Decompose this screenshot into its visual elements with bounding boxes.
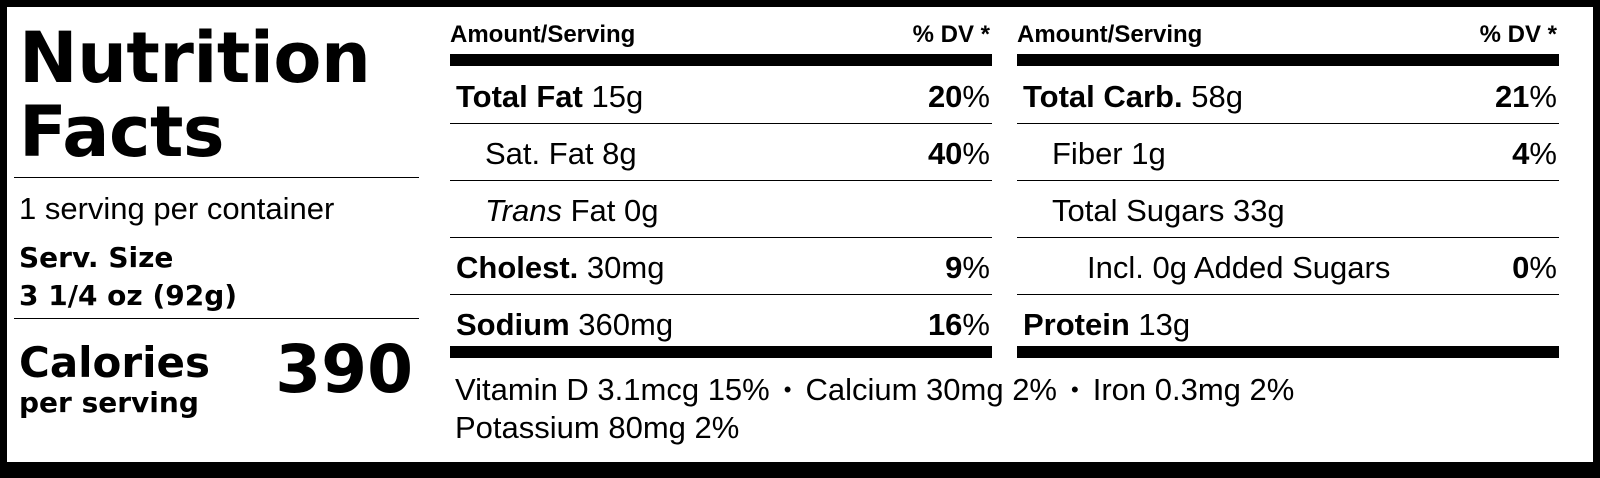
daily-value-header: % DV *	[912, 21, 990, 48]
amount-serving-header: Amount/Serving	[1017, 21, 1203, 48]
nutrient-name: Total Sugars	[1052, 193, 1225, 228]
nutrition-facts-title: Nutrition Facts	[19, 17, 371, 173]
nutrient-name: Sat. Fat	[485, 136, 594, 171]
nutrient-amount: 58g	[1191, 79, 1243, 114]
divider	[14, 177, 419, 178]
calcium: Calcium 30mg 2%	[805, 372, 1057, 407]
nutrient-row-protein: Protein 13g	[1017, 295, 1559, 352]
title-line-1: Nutrition	[19, 17, 371, 99]
nutrient-row-total-fat: Total Fat 15g 20%	[450, 67, 992, 124]
nutrient-row-trans-fat: Trans Fat 0g	[450, 181, 992, 238]
nutrient-amount: 30mg	[586, 250, 665, 285]
nutrient-row-cholesterol: Cholest. 30mg 9%	[450, 238, 992, 295]
nutrient-row-added-sugars: Incl. 0g Added Sugars 0%	[1017, 238, 1559, 295]
percent-sign: %	[1529, 79, 1557, 114]
thick-rule	[1017, 54, 1559, 66]
daily-value-number: 16	[927, 307, 963, 342]
calories-label: Calories	[19, 338, 211, 387]
nutrient-name: Fat	[570, 193, 616, 228]
nutrient-amount: 0g	[624, 193, 659, 228]
calories-per-serving-label: per serving	[19, 386, 199, 419]
bullet-separator: •	[1071, 377, 1079, 402]
nutrient-name: Fiber	[1052, 136, 1123, 171]
serving-size-label: Serv. Size	[19, 241, 174, 274]
percent-sign: %	[962, 250, 990, 285]
daily-value-number: 21	[1494, 79, 1530, 114]
vitamins-line-1: Vitamin D 3.1mcg 15% • Calcium 30mg 2% • Iro…	[455, 371, 1294, 409]
thick-rule	[1017, 346, 1559, 358]
nutrient-amount: 8g	[602, 136, 637, 171]
nutrient-row-fiber: Fiber 1g 4%	[1017, 124, 1559, 181]
title-line-2: Facts	[19, 91, 225, 173]
nutrient-amount: 15g	[591, 79, 644, 114]
servings-per-container: 1 serving per container	[19, 191, 335, 226]
vitamin-d: Vitamin D 3.1mcg 15%	[455, 372, 770, 407]
daily-value-number: 0	[1512, 250, 1530, 285]
serving-size: Serv. Size 3 1/4 oz (92g)	[19, 239, 237, 315]
daily-value-number: 9	[945, 250, 963, 285]
calories-value: 390	[275, 331, 413, 408]
percent-sign: %	[1529, 250, 1557, 285]
nutrient-name: Cholest.	[456, 250, 579, 285]
nutrient-name-italic: Trans	[485, 193, 562, 228]
percent-sign: %	[1529, 136, 1557, 171]
thick-rule	[450, 346, 992, 358]
nutrient-name: Total Fat	[456, 79, 583, 114]
vitamins-minerals: Vitamin D 3.1mcg 15% • Calcium 30mg 2% • Iro…	[455, 371, 1294, 447]
percent-sign: %	[962, 307, 990, 342]
nutrient-amount: 1g	[1131, 136, 1166, 171]
daily-value-number: 20	[927, 79, 963, 114]
bullet-separator: •	[783, 377, 792, 402]
nutrient-row-sodium: Sodium 360mg 16%	[450, 295, 992, 352]
nutrient-row-total-carb: Total Carb. 58g 21%	[1017, 67, 1559, 124]
daily-value-number: 40	[927, 136, 963, 171]
amount-serving-header: Amount/Serving	[450, 21, 636, 48]
thick-rule	[450, 54, 992, 66]
potassium: Potassium 80mg 2%	[455, 410, 740, 445]
nutrient-amount: 13g	[1138, 307, 1191, 342]
nutrient-name: Protein	[1023, 307, 1130, 342]
nutrient-name: Sodium	[456, 307, 570, 342]
iron: Iron 0.3mg 2%	[1092, 372, 1295, 407]
percent-sign: %	[962, 79, 990, 114]
nutrient-row-sat-fat: Sat. Fat 8g 40%	[450, 124, 992, 181]
daily-value-number: 4	[1512, 136, 1530, 171]
daily-value-header: % DV *	[1479, 21, 1557, 48]
nutrient-name: Total Carb.	[1023, 79, 1183, 114]
column-header: Amount/Serving % DV *	[1017, 21, 1559, 51]
column-header: Amount/Serving % DV *	[450, 21, 992, 51]
divider	[14, 318, 419, 319]
percent-sign: %	[962, 136, 990, 171]
nutrient-row-total-sugars: Total Sugars 33g	[1017, 181, 1559, 238]
nutrient-amount: 360mg	[578, 307, 674, 342]
serving-size-value: 3 1/4 oz (92g)	[19, 279, 238, 312]
nutrient-name: Incl. 0g Added Sugars	[1087, 250, 1391, 285]
nutrient-amount: 33g	[1232, 193, 1285, 228]
